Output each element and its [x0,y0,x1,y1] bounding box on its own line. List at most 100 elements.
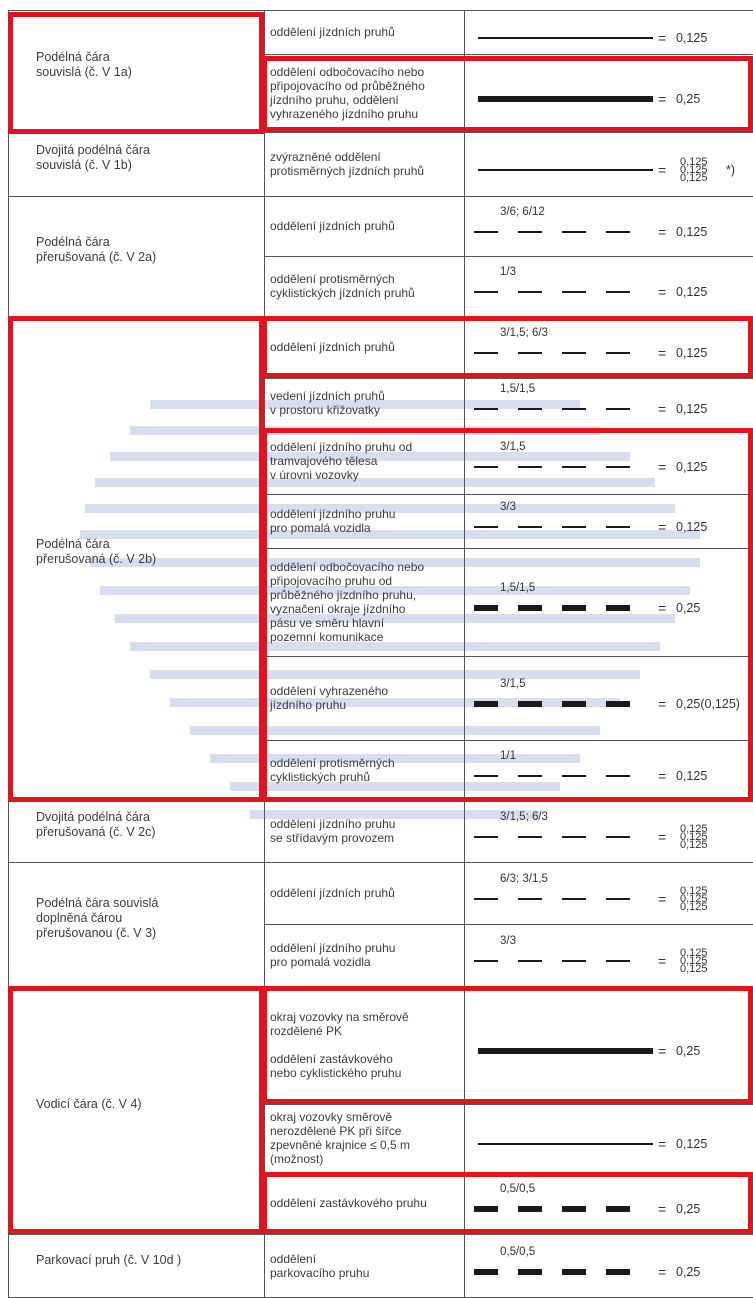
line-width-value: 0,125 [680,156,708,168]
usage-description: oddělení odbočovacího nebo připojovacího… [270,65,425,121]
line-width-value: 0,125 [680,172,708,184]
dashed-line-segment [474,836,498,838]
width-marker-icon: = [658,345,667,361]
dashed-line-segment [562,408,586,410]
usage-description: oddělení protisměrných cyklistických pru… [270,756,395,784]
line-width-value: 0,125 [680,893,708,905]
solid-line-symbol [478,1143,653,1145]
solid-line-symbol [478,37,653,39]
dash-pattern-label: 6/3; 3/1,5 [500,873,548,885]
dashed-line-segment [606,605,630,611]
watermark-stripe [250,810,540,819]
dashed-line-segment [606,960,630,962]
width-marker-icon: = [658,30,667,46]
width-marker-icon: = [658,891,667,907]
line-width-value: 0,125 [676,346,708,360]
dash-pattern-label: 3/3 [500,501,516,513]
line-width-value: 0,125 [676,31,708,45]
row-divider [8,132,753,133]
dashed-line-segment [606,1269,630,1275]
dashed-line-segment [606,291,630,293]
watermark-stripe [230,782,560,791]
dashed-line-segment [474,231,498,233]
subrow-divider [264,924,753,925]
usage-description: oddělení odbočovacího nebo připojovacího… [270,560,425,644]
dash-pattern-label: 3/1,5; 6/3 [500,327,548,339]
width-marker-icon: = [658,1043,667,1059]
width-marker-icon: = [658,401,667,417]
dashed-line-segment [606,231,630,233]
dashed-line-segment [606,526,630,528]
watermark-stripe [210,754,580,763]
width-marker-icon: = [658,162,667,178]
highlight-box [262,56,753,132]
highlight-box [8,316,264,802]
line-width-value: 0,25 [676,92,701,106]
line-width-value: 0,125 [680,839,708,851]
usage-description: oddělení jízdních pruhů [270,219,395,233]
solid-line-symbol [478,169,653,171]
watermark-stripe [100,586,690,595]
width-marker-icon: = [658,519,667,535]
dashed-line-segment [474,960,498,962]
dashed-line-segment [606,836,630,838]
width-marker-icon: = [658,224,667,240]
width-marker-icon: = [658,1136,667,1152]
line-width-value: 0,125 [676,225,708,239]
line-width-value: 0,25 [676,1202,701,1216]
subrow-divider [264,54,753,55]
subrow-divider [264,548,753,549]
highlight-box [262,1172,753,1234]
usage-description: zvýrazněné oddělení protisměrných jízdní… [270,150,425,178]
dashed-line-segment [474,352,498,354]
width-marker-icon: = [658,953,667,969]
row-divider [8,862,753,863]
line-width-value: 0,25(0,125) [676,697,740,711]
usage-description: oddělení jízdního pruhu se střídavým pro… [270,817,396,845]
dashed-line-segment [606,408,630,410]
row-divider [8,196,753,197]
usage-description: oddělení jízdních pruhů [270,25,395,39]
subrow-divider [264,378,753,379]
usage-description: okraj vozovky směrově nerozdělené PK při… [270,1110,410,1166]
width-marker-icon: = [658,459,667,475]
usage-description: vedení jízdních pruhů v prostoru křižova… [270,389,385,417]
line-width-value: 0,125 [676,402,708,416]
line-width-value: 0,125 [680,955,708,967]
row-divider [8,1234,753,1235]
dash-pattern-label: 3/1,5 [500,678,526,690]
subrow-divider [264,256,753,257]
dash-pattern-label: 1,5/1,5 [500,582,536,594]
usage-description: oddělení jízdních pruhů [270,886,395,900]
line-width-value: 0,125 [680,901,708,913]
marking-type-label: Dvojitá podélná čára přerušovaná (č. V 2… [36,810,156,839]
dashed-line-segment [606,775,630,777]
width-marker-icon: = [658,829,667,845]
dashed-line-segment [474,1269,498,1275]
line-width-value: 0,25 [676,1044,701,1058]
usage-description: oddělení zastávkového pruhu [270,1196,427,1210]
dashed-line-segment [518,960,542,962]
subrow-divider [264,1104,753,1105]
dashed-line-segment [518,408,542,410]
width-marker-icon: = [658,284,667,300]
column-divider [464,10,465,1298]
dash-pattern-label: 3/3 [500,935,516,947]
watermark-stripe [190,726,600,735]
usage-description: okraj vozovky na směrově rozdělené PK od… [270,1010,409,1080]
dashed-line-segment [518,605,542,611]
marking-type-label: Podélná čára souvislá (č. V 1a) [36,50,132,79]
dashed-line-segment [474,291,498,293]
watermark-stripe [115,614,675,623]
dashed-line-segment [518,1269,542,1275]
dashed-line-segment [518,352,542,354]
dash-pattern-label: 3/6; 6/12 [500,206,545,218]
line-width-value: 0,25 [676,1265,701,1279]
watermark-stripe [110,452,630,461]
dashed-line-segment [606,701,630,707]
highlight-box [8,986,264,1234]
dash-pattern-label: 1/3 [500,266,516,278]
dash-pattern-label: 1,5/1,5 [500,383,536,395]
solid-line-symbol [478,96,653,102]
